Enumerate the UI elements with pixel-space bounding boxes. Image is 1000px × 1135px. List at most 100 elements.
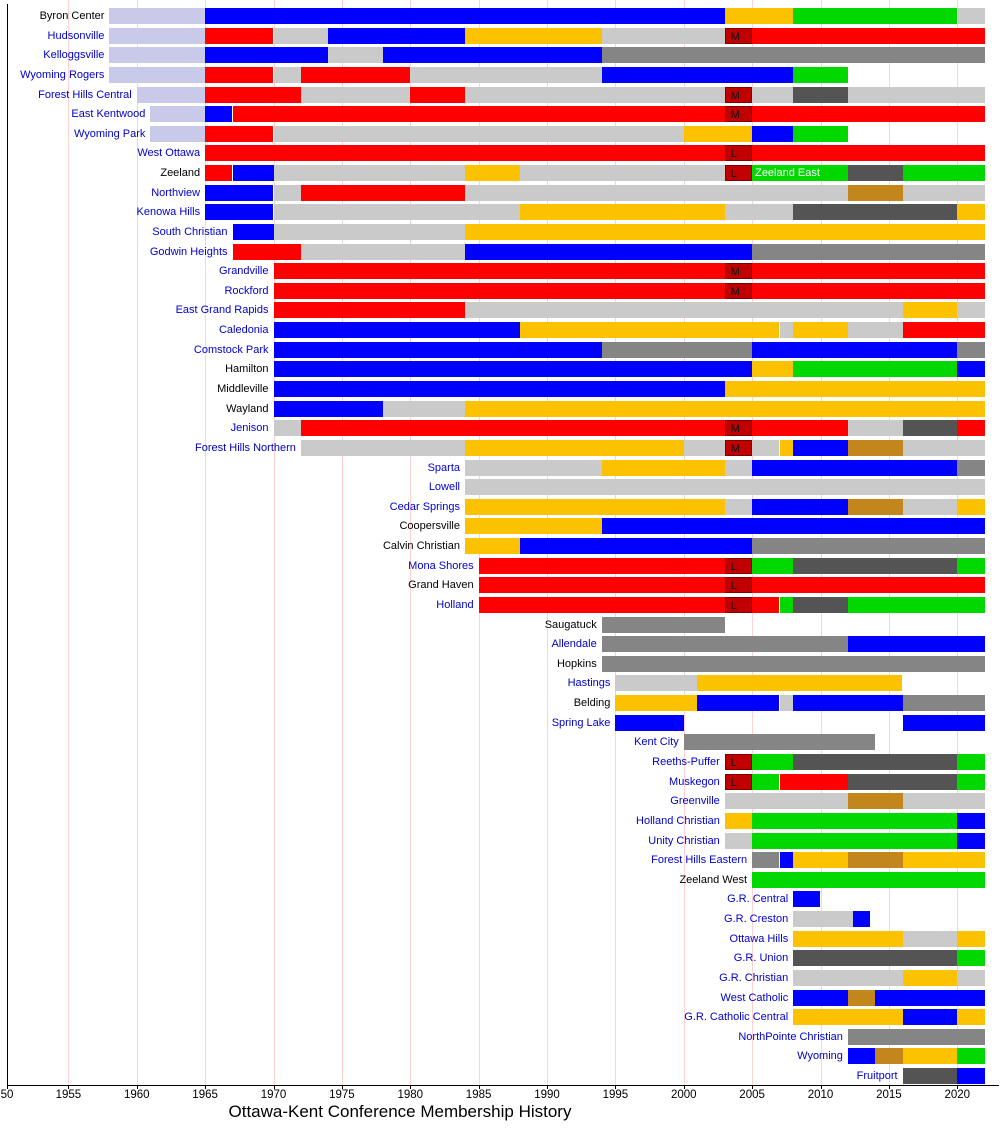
bar-segment: [615, 714, 684, 731]
bar-segment: [752, 871, 985, 888]
row-label-greenville[interactable]: Greenville: [670, 795, 720, 808]
bar-segment: [601, 459, 725, 476]
bar-segment: [273, 302, 465, 319]
row-label-comstock-park[interactable]: Comstock Park: [193, 343, 269, 356]
row-label-hudsonville[interactable]: Hudsonville: [47, 29, 105, 42]
division-marker: M: [724, 27, 753, 44]
row-label-northpointe-christian[interactable]: NorthPointe Christian: [738, 1030, 843, 1043]
row-label-cedar-springs[interactable]: Cedar Springs: [389, 500, 460, 513]
row-label-kelloggsville[interactable]: Kelloggsville: [43, 49, 105, 62]
axis-tick-label-1955: 1955: [55, 1089, 82, 1101]
row-label-reeths-puffer[interactable]: Reeths-Puffer: [652, 755, 720, 768]
row-label-west-ottawa[interactable]: West Ottawa: [137, 147, 201, 160]
row-label-wyoming-rogers[interactable]: Wyoming Rogers: [20, 68, 105, 81]
bar-segment: [150, 125, 206, 142]
bar-segment: [957, 930, 985, 947]
row-label-mona-shores[interactable]: Mona Shores: [408, 559, 474, 572]
y-axis-line: [7, 4, 8, 1085]
row-label-holland[interactable]: Holland: [436, 598, 474, 611]
row-label-g-r-catholic-central[interactable]: G.R. Catholic Central: [684, 1011, 789, 1024]
row-label-g-r-christian[interactable]: G.R. Christian: [719, 971, 789, 984]
axis-tick-label-2010: 2010: [807, 1089, 834, 1101]
row-label-forest-hills-eastern[interactable]: Forest Hills Eastern: [651, 854, 748, 867]
bar-segment: [902, 498, 958, 515]
row-label-kenowa-hills[interactable]: Kenowa Hills: [136, 206, 201, 219]
row-label-sparta[interactable]: Sparta: [427, 461, 460, 474]
bar-segment: [752, 852, 780, 869]
row-label-muskegon[interactable]: Muskegon: [669, 775, 720, 788]
bar-segment: [109, 27, 206, 44]
bar-segment: [793, 204, 958, 221]
row-label-g-r-creston[interactable]: G.R. Creston: [724, 913, 789, 925]
row-label-jenison[interactable]: Jenison: [230, 422, 269, 435]
bar-segment: [724, 498, 753, 515]
bar-segment: [793, 930, 903, 947]
bar-segment: [232, 223, 274, 240]
bar-segment: [601, 66, 794, 83]
bar-segment: [902, 322, 985, 339]
bar-segment: [902, 969, 958, 986]
bar-segment: [957, 498, 985, 515]
bar-segment: [697, 675, 903, 692]
bar-segment: [465, 439, 684, 456]
bar-segment: [615, 695, 698, 711]
row-label-unity-christian[interactable]: Unity Christian: [648, 834, 720, 847]
bar-segment: [847, 420, 903, 437]
bar-segment: [847, 1048, 876, 1065]
row-label-godwin-heights[interactable]: Godwin Heights: [149, 245, 228, 258]
bar-segment: [465, 165, 520, 181]
row-label-kent-city[interactable]: Kent City: [634, 736, 679, 749]
bar-segment: [150, 106, 206, 123]
bar-segment: [752, 27, 985, 44]
bar-segment: [779, 322, 794, 339]
row-label-wyoming-park[interactable]: Wyoming Park: [73, 127, 146, 140]
row-label-g-r-union[interactable]: G.R. Union: [733, 952, 789, 965]
row-label-lowell[interactable]: Lowell: [428, 481, 460, 494]
bar-segment: [847, 852, 903, 869]
bar-segment: [847, 439, 903, 456]
bar-segment: [902, 1048, 958, 1065]
bar-segment: Zeeland East: [752, 165, 848, 181]
row-label-south-christian[interactable]: South Christian: [152, 225, 228, 238]
row-label-spring-lake[interactable]: Spring Lake: [551, 716, 611, 729]
row-label-wyoming[interactable]: Wyoming: [797, 1050, 843, 1063]
row-label-northview[interactable]: Northview: [151, 186, 201, 199]
row-label-forest-hills-central[interactable]: Forest Hills Central: [38, 88, 132, 101]
row-label-hastings[interactable]: Hastings: [567, 677, 611, 690]
bar-segment: [205, 125, 274, 142]
row-label-grandville[interactable]: Grandville: [218, 265, 269, 278]
bar-segment: [902, 439, 985, 456]
bar-segment: [902, 695, 985, 711]
segment-text: L: [730, 580, 737, 593]
row-label-allendale[interactable]: Allendale: [551, 638, 597, 651]
row-label-rockford[interactable]: Rockford: [224, 284, 269, 297]
row-label-west-catholic[interactable]: West Catholic: [720, 991, 789, 1004]
bar-segment: [683, 734, 876, 751]
row-label-holland-christian[interactable]: Holland Christian: [636, 814, 720, 827]
bar-segment: [957, 341, 985, 358]
axis-tick-label-1990: 1990: [534, 1089, 560, 1101]
division-marker: L: [724, 577, 753, 594]
bar-segment: [847, 322, 903, 339]
bar-segment: [752, 145, 985, 162]
row-label-calvin-christian: Calvin Christian: [382, 540, 460, 552]
bar-segment: [847, 184, 903, 201]
row-label-east-grand-rapids[interactable]: East Grand Rapids: [175, 304, 269, 317]
bar-segment: [875, 989, 985, 1006]
bar-segment: [273, 66, 301, 83]
bar-segment: [410, 66, 602, 83]
row-label-east-kentwood[interactable]: East Kentwood: [71, 108, 146, 121]
row-label-fruitport[interactable]: Fruitport: [856, 1070, 898, 1082]
bar-segment: [724, 204, 794, 221]
bar-segment: [205, 47, 329, 64]
row-label-g-r-central[interactable]: G.R. Central: [727, 893, 789, 906]
row-label-ottawa-hills[interactable]: Ottawa Hills: [729, 932, 789, 945]
axis-tick-1975: [341, 1085, 343, 1089]
row-label-caledonia[interactable]: Caledonia: [218, 324, 269, 337]
bar-segment: [136, 86, 206, 103]
axis-tick-1985: [478, 1085, 480, 1089]
segment-text: L: [730, 168, 737, 180]
bar-segment: [793, 361, 958, 378]
row-label-forest-hills-northern[interactable]: Forest Hills Northern: [195, 441, 296, 454]
bar-segment: [109, 8, 206, 24]
